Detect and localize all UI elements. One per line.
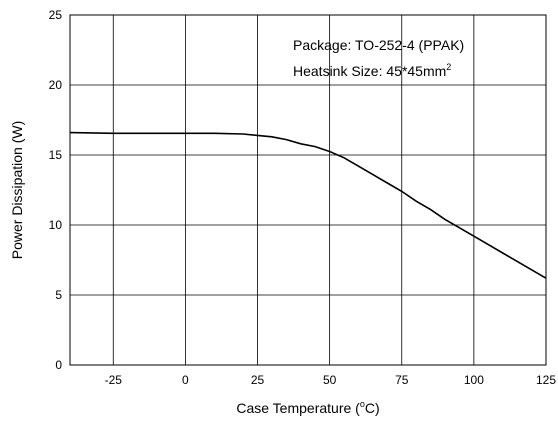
x-tick-label: 100 — [464, 373, 484, 387]
annotation-heatsink: Heatsink Size: 45*45mm2 — [293, 62, 451, 79]
y-tick-label: 20 — [49, 78, 63, 92]
y-tick-label: 10 — [49, 218, 63, 232]
series-line — [69, 131, 547, 279]
annotation-heatsink-main: Heatsink Size: 45*45mm — [293, 63, 446, 79]
y-tick-labels: 0 5 10 15 20 25 — [49, 8, 63, 372]
y-tick-label: 5 — [55, 288, 62, 302]
grid — [70, 15, 546, 365]
x-axis-label-main: Case Temperature ( — [236, 400, 360, 416]
annotation-package: Package: TO-252-4 (PPAK) — [293, 37, 464, 53]
annotation-heatsink-sup: 2 — [446, 62, 451, 72]
y-tick-label: 25 — [49, 8, 63, 22]
x-tick-label: 25 — [251, 373, 265, 387]
x-tick-label: 0 — [182, 373, 189, 387]
y-tick-label: 0 — [55, 358, 62, 372]
x-tick-label: -25 — [105, 373, 123, 387]
y-tick-label: 15 — [49, 148, 63, 162]
plot-frame — [69, 14, 547, 366]
x-tick-labels: -25 0 25 50 75 100 125 — [105, 373, 557, 387]
x-axis-label: Case Temperature (oC) — [236, 399, 379, 416]
x-tick-label: 125 — [536, 373, 556, 387]
y-axis-label: Power Dissipation (W) — [9, 121, 25, 259]
x-tick-label: 75 — [395, 373, 409, 387]
x-axis-label-degree: o — [360, 399, 365, 409]
x-axis-label-unit: C) — [365, 400, 380, 416]
x-tick-label: 50 — [323, 373, 337, 387]
